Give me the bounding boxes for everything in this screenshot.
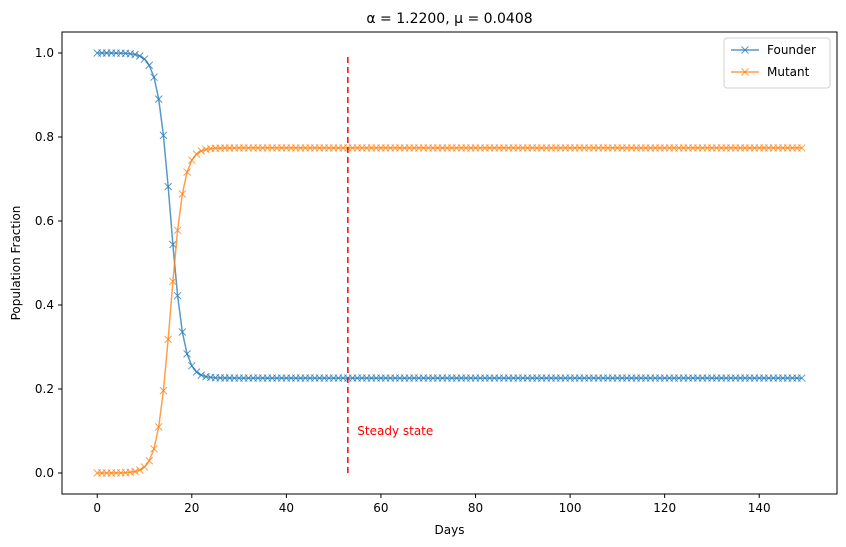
y-tick-label: 0.8 bbox=[35, 130, 54, 144]
data-point-founder bbox=[164, 182, 173, 191]
legend-marker-founder bbox=[741, 46, 749, 54]
data-point-mutant bbox=[192, 150, 201, 158]
series-line-mutant bbox=[97, 147, 802, 474]
x-axis-label: Days bbox=[435, 523, 465, 537]
data-point-mutant bbox=[140, 463, 149, 471]
data-point-mutant bbox=[187, 156, 196, 165]
data-point-mutant bbox=[135, 466, 144, 474]
y-axis: 0.0 0.2 0.4 0.6 0.8 1.0 bbox=[35, 46, 62, 480]
legend-label-founder: Founder bbox=[767, 43, 816, 57]
data-point-mutant bbox=[145, 456, 154, 465]
data-point-founder bbox=[192, 368, 201, 376]
data-point-founder bbox=[173, 291, 182, 300]
legend: Founder Mutant bbox=[723, 37, 831, 89]
axes-frame bbox=[61, 31, 838, 495]
data-point-founder bbox=[150, 73, 158, 82]
data-point-founder bbox=[197, 371, 206, 379]
x-tick-label: 20 bbox=[184, 501, 199, 515]
legend-label-mutant: Mutant bbox=[767, 65, 810, 79]
data-point-founder bbox=[145, 61, 154, 70]
y-tick-label: 0.0 bbox=[35, 466, 54, 480]
data-point-mutant bbox=[131, 467, 139, 476]
data-point-founder bbox=[159, 131, 168, 140]
data-point-founder bbox=[187, 361, 196, 370]
data-point-founder bbox=[135, 52, 144, 60]
data-point-mutant bbox=[183, 168, 191, 176]
data-point-founder bbox=[797, 374, 806, 382]
x-tick-label: 120 bbox=[653, 501, 676, 515]
data-point-mutant bbox=[797, 144, 806, 152]
y-tick-label: 0.4 bbox=[35, 298, 54, 312]
data-point-mutant bbox=[178, 190, 187, 198]
data-point-founder bbox=[140, 55, 149, 63]
chart-title: α = 1.2200, μ = 0.0408 bbox=[366, 11, 532, 27]
series-mutant bbox=[93, 144, 806, 477]
x-tick-label: 60 bbox=[373, 501, 388, 515]
series-founder bbox=[93, 49, 806, 382]
data-point-mutant bbox=[164, 335, 173, 344]
y-tick-label: 0.2 bbox=[35, 382, 54, 396]
x-tick-label: 100 bbox=[559, 501, 582, 515]
steady-state-label: Steady state bbox=[357, 424, 433, 438]
x-tick-label: 140 bbox=[748, 501, 771, 515]
data-point-mutant bbox=[150, 444, 158, 453]
x-tick-label: 40 bbox=[279, 501, 294, 515]
data-point-mutant bbox=[159, 386, 168, 395]
plot-layer: Steady state bbox=[93, 49, 806, 477]
series-line-founder bbox=[97, 52, 802, 379]
data-point-mutant bbox=[169, 277, 177, 286]
y-axis-label: Population Fraction bbox=[9, 206, 23, 321]
y-tick-label: 1.0 bbox=[35, 46, 54, 60]
x-tick-label: 80 bbox=[468, 501, 483, 515]
data-point-founder bbox=[178, 328, 187, 336]
y-tick-label: 0.6 bbox=[35, 214, 54, 228]
data-point-founder bbox=[154, 95, 163, 103]
legend-marker-mutant bbox=[741, 68, 749, 76]
data-point-mutant bbox=[154, 423, 163, 431]
x-tick-label: 0 bbox=[93, 501, 101, 515]
data-point-founder bbox=[183, 350, 191, 358]
data-point-mutant bbox=[197, 147, 206, 155]
data-point-founder bbox=[169, 240, 177, 249]
data-point-founder bbox=[131, 50, 139, 59]
data-point-mutant bbox=[173, 226, 182, 235]
x-axis: 0 20 40 60 80 100 120 140 bbox=[93, 494, 771, 515]
